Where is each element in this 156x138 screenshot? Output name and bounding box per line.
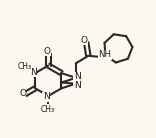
Text: NH: NH [98,50,111,59]
Text: O: O [80,36,87,45]
Text: CH₃: CH₃ [41,104,55,114]
Text: N: N [43,92,50,101]
Text: N: N [74,72,80,81]
Text: N: N [74,81,81,90]
Text: O: O [44,47,50,56]
Text: N: N [30,68,37,77]
Text: O: O [19,89,26,98]
Text: CH₃: CH₃ [18,62,32,71]
